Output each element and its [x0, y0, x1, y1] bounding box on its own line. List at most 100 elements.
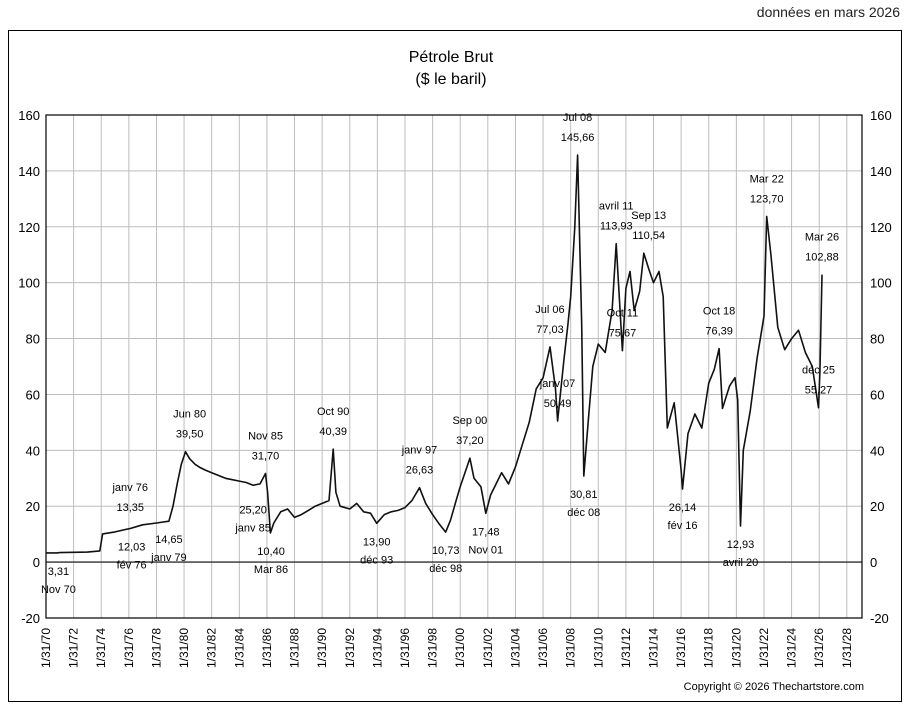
- annotation-value: 113,93: [600, 221, 633, 233]
- annotation-value: 13,90: [363, 536, 391, 548]
- annotation-date: Mar 22: [750, 173, 784, 185]
- copyright-text: Copyright © 2026 Thechartstore.com: [684, 681, 864, 693]
- annotation-value: 37,20: [456, 435, 484, 447]
- annotation-date: déc 98: [429, 563, 462, 575]
- y-tick-label-left: 80: [26, 332, 40, 347]
- annotation-value: 3,31: [48, 566, 69, 578]
- chart-title: Pétrole Brut: [409, 49, 494, 66]
- x-tick-label: 1/31/74: [94, 628, 108, 668]
- x-tick-label: 1/31/02: [481, 628, 495, 668]
- annotation-value: 55,27: [805, 385, 833, 397]
- annotation-value: 10,73: [432, 545, 460, 557]
- annotation-date: Jul 06: [535, 304, 564, 316]
- annotation-date: Jun 80: [173, 409, 206, 421]
- x-tick-label: 1/31/80: [177, 628, 191, 668]
- annotation-date: Sep 13: [631, 210, 666, 222]
- x-tick-label: 1/31/94: [370, 628, 384, 668]
- annotation-value: 145,66: [561, 132, 595, 144]
- y-tick-label-left: 60: [26, 387, 40, 402]
- annotation-date: Nov 70: [41, 584, 76, 596]
- price-series-line: [46, 154, 823, 554]
- annotation-value: 110,54: [632, 230, 665, 242]
- x-tick-label: 1/31/96: [398, 628, 412, 668]
- y-tick-label-right: 40: [870, 443, 884, 458]
- y-tick-label-left: 140: [18, 164, 40, 179]
- annotation-date: fév 76: [117, 559, 147, 571]
- x-tick-label: 1/31/20: [729, 628, 743, 668]
- x-tick-label: 1/31/24: [785, 628, 799, 668]
- annotation-date: Nov 01: [468, 544, 503, 556]
- annotation-date: déc 93: [360, 554, 393, 566]
- x-tick-label: 1/31/90: [315, 628, 329, 668]
- annotation-date: Jul 08: [563, 112, 592, 124]
- x-tick-label: 1/31/92: [343, 628, 357, 668]
- y-tick-label-left: 120: [18, 220, 40, 235]
- annotation-value: 76,39: [705, 326, 733, 338]
- annotation-value: 50,49: [544, 398, 572, 410]
- x-tick-label: 1/31/72: [67, 628, 81, 668]
- x-tick-label: 1/31/26: [812, 628, 826, 668]
- y-tick-label-right: 140: [870, 164, 892, 179]
- y-tick-label-left: 160: [18, 108, 40, 123]
- y-tick-label-right: 160: [870, 108, 892, 123]
- y-tick-label-right: 80: [870, 332, 884, 347]
- x-tick-label: 1/31/76: [122, 628, 136, 668]
- x-tick-label: 1/31/28: [840, 628, 854, 668]
- annotation-date: déc 08: [567, 507, 600, 519]
- annotation-date: Mar 86: [254, 564, 288, 576]
- x-tick-label: 1/31/70: [39, 628, 53, 668]
- annotation-value: 75,67: [609, 328, 637, 340]
- annotation-date: Mar 26: [805, 232, 839, 244]
- data-date-note: données en mars 2026: [756, 4, 900, 20]
- annotation-date: Oct 90: [317, 406, 349, 418]
- annotation-date: Oct 11: [607, 308, 639, 320]
- x-tick-label: 1/31/22: [757, 628, 771, 668]
- annotation-date: janv 76: [111, 482, 147, 494]
- y-tick-label-left: 100: [18, 276, 40, 291]
- annotation-date: déc 25: [802, 365, 835, 377]
- x-tick-label: 1/31/18: [702, 628, 716, 668]
- annotation-date: janv 79: [150, 552, 186, 564]
- annotation-date: Nov 85: [248, 431, 283, 443]
- y-tick-label-left: 0: [33, 555, 40, 570]
- x-tick-label: 1/31/04: [508, 628, 522, 668]
- annotation-value: 39,50: [176, 429, 204, 441]
- y-tick-label-right: 20: [870, 499, 884, 514]
- annotation-value: 26,63: [406, 465, 434, 477]
- annotation-value: 12,93: [727, 539, 755, 551]
- x-tick-label: 1/31/16: [674, 628, 688, 668]
- annotation-date: janv 97: [401, 445, 437, 457]
- chart-subtitle: ($ le baril): [415, 71, 486, 88]
- annotation-date: Sep 00: [452, 415, 487, 427]
- annotation-value: 30,81: [570, 489, 598, 501]
- x-tick-label: 1/31/08: [564, 628, 578, 668]
- x-tick-label: 1/31/12: [619, 628, 633, 668]
- annotation-date: avril 11: [599, 201, 634, 213]
- annotation-date: fév 16: [668, 520, 698, 532]
- annotation-value: 13,35: [116, 502, 144, 514]
- x-tick-label: 1/31/10: [591, 628, 605, 668]
- annotation-date: janv 07: [539, 378, 575, 390]
- annotation-value: 31,70: [252, 451, 280, 463]
- annotation-value: 40,39: [319, 426, 347, 438]
- annotation-date: janv 85: [234, 523, 270, 535]
- annotation-date: avril 20: [723, 557, 758, 569]
- x-tick-label: 1/31/00: [453, 628, 467, 668]
- x-tick-label: 1/31/84: [232, 628, 246, 668]
- x-tick-label: 1/31/98: [426, 628, 440, 668]
- x-tick-label: 1/31/88: [288, 628, 302, 668]
- y-tick-label-left: 20: [26, 499, 40, 514]
- y-tick-label-right: 0: [870, 555, 877, 570]
- y-tick-label-right: 60: [870, 387, 884, 402]
- annotation-value: 14,65: [155, 534, 183, 546]
- y-tick-label-left: 40: [26, 443, 40, 458]
- annotation-value: 26,14: [669, 502, 697, 514]
- x-tick-label: 1/31/86: [260, 628, 274, 668]
- annotation-value: 25,20: [239, 505, 267, 517]
- annotation-value: 102,88: [805, 252, 839, 264]
- x-tick-label: 1/31/82: [205, 628, 219, 668]
- annotation-value: 77,03: [536, 324, 564, 336]
- annotation-value: 17,48: [472, 526, 500, 538]
- y-tick-label-right: -20: [870, 611, 889, 626]
- annotation-value: 12,03: [118, 541, 146, 553]
